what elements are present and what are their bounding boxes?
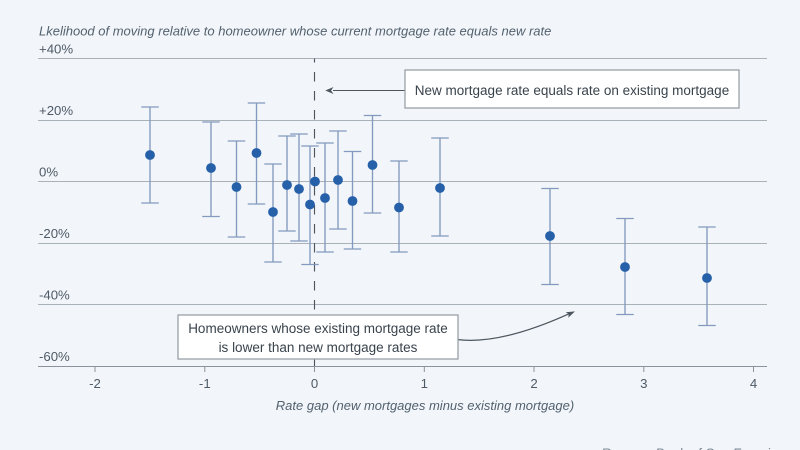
svg-text:2: 2 <box>530 376 537 391</box>
svg-text:0%: 0% <box>39 165 58 180</box>
svg-text:4: 4 <box>750 376 757 391</box>
svg-text:is lower than new mortgage rat: is lower than new mortgage rates <box>219 340 418 355</box>
svg-text:0: 0 <box>311 376 318 391</box>
svg-text:3: 3 <box>640 376 647 391</box>
svg-text:-60%: -60% <box>39 349 70 364</box>
svg-text:New mortgage rate equals rate: New mortgage rate equals rate on existin… <box>415 83 729 98</box>
svg-text:-20%: -20% <box>39 226 70 241</box>
svg-text:Homeowners whose existing mort: Homeowners whose existing mortgage rate <box>188 321 448 336</box>
svg-text:+20%: +20% <box>39 103 73 118</box>
svg-text:-40%: -40% <box>39 288 70 303</box>
svg-text:-1: -1 <box>199 376 211 391</box>
svg-text:Rate gap (new mortgages minus: Rate gap (new mortgages minus existing m… <box>276 398 574 413</box>
svg-text:-2: -2 <box>89 376 101 391</box>
svg-text:Lkelihood of moving relative t: Lkelihood of moving relative to homeowne… <box>39 24 551 39</box>
svg-text:+40%: +40% <box>39 42 73 57</box>
svg-text:Reserve Bank of San Francisco: Reserve Bank of San Francisco <box>602 446 792 450</box>
svg-text:1: 1 <box>421 376 428 391</box>
